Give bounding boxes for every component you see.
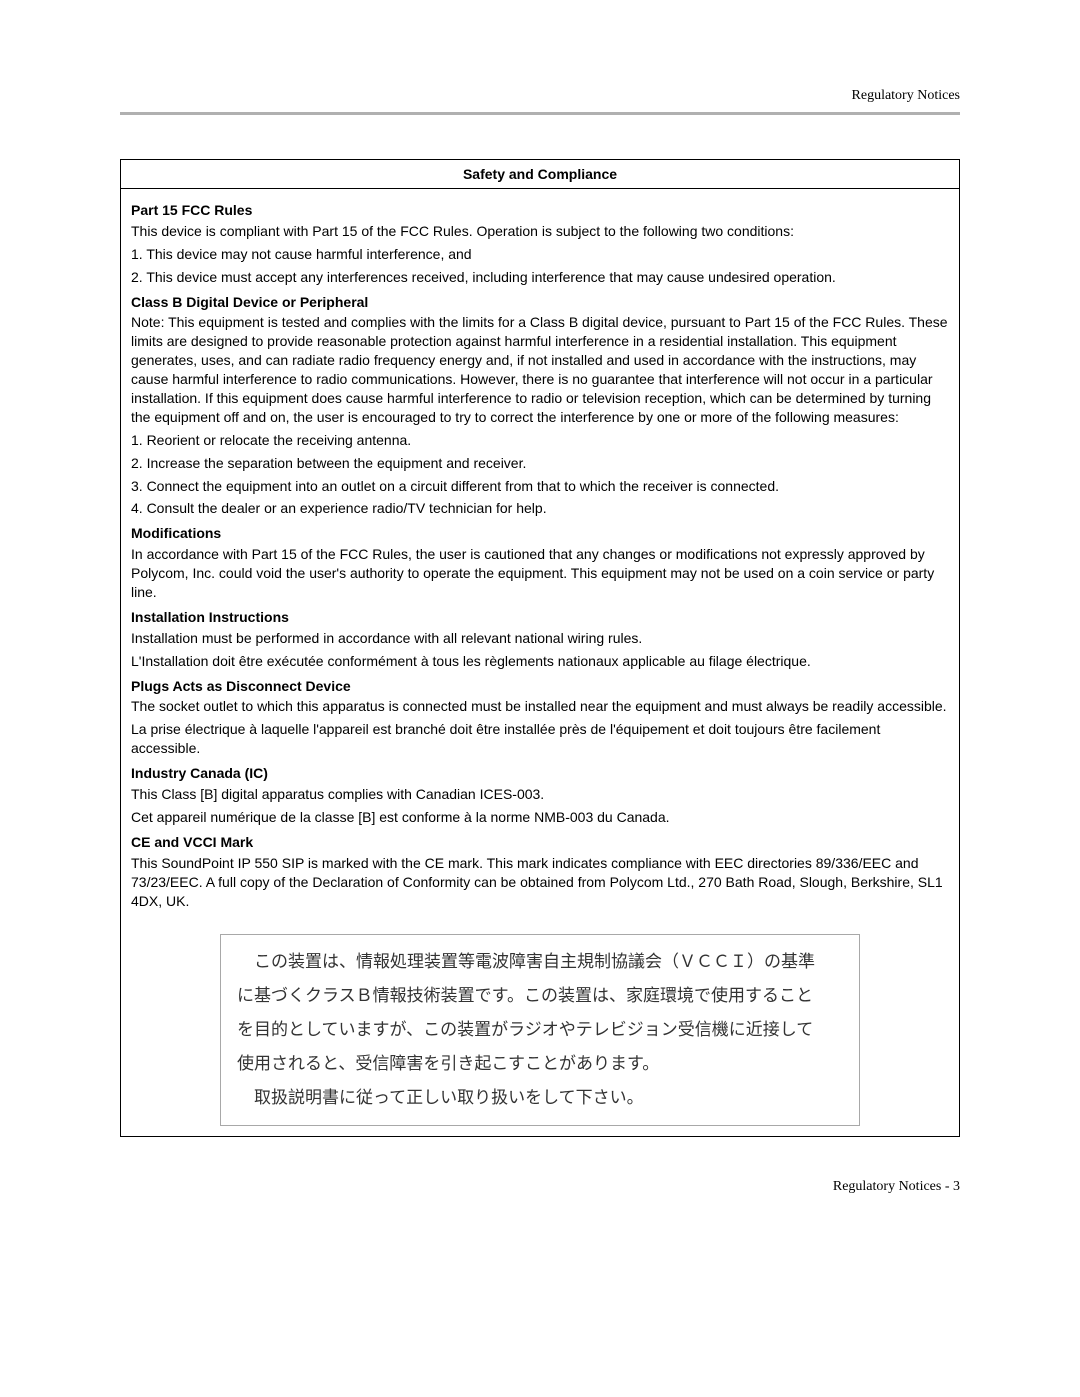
list-item: 4. Consult the dealer or an experience r… [131,499,949,518]
jp-line: 使用されると、受信障害を引き起こすことがあります。 [237,1047,843,1081]
section-heading-industry-canada: Industry Canada (IC) [131,764,949,783]
jp-line: この装置は、情報処理装置等電波障害自主規制協議会（ＶＣＣＩ）の基準 [237,945,843,979]
footer-text: Regulatory Notices - 3 [833,1179,960,1194]
header-text: Regulatory Notices [852,88,960,103]
box-title: Safety and Compliance [121,160,959,189]
section-para: L'Installation doit être exécutée confor… [131,652,949,671]
list-item: 1. Reorient or relocate the receiving an… [131,431,949,450]
vcci-japanese-notice: この装置は、情報処理装置等電波障害自主規制協議会（ＶＣＣＩ）の基準 に基づくクラ… [220,934,860,1126]
section-para: This SoundPoint IP 550 SIP is marked wit… [131,854,949,911]
section-para: This Class [B] digital apparatus complie… [131,785,949,804]
section-para: This device is compliant with Part 15 of… [131,222,949,241]
section-para: Cet appareil numérique de la classe [B] … [131,808,949,827]
jp-line: に基づくクラスＢ情報技術装置です。この装置は、家庭環境で使用すること [237,979,843,1013]
section-para: Note: This equipment is tested and compl… [131,313,949,426]
section-heading-modifications: Modifications [131,524,949,543]
safety-compliance-box: Safety and Compliance Part 15 FCC Rules … [120,159,960,1137]
section-para: Installation must be performed in accord… [131,629,949,648]
page-header: Regulatory Notices [120,88,960,115]
jp-line: 取扱説明書に従って正しい取り扱いをして下さい。 [237,1081,843,1115]
section-heading-ce-vcci: CE and VCCI Mark [131,833,949,852]
section-para: The socket outlet to which this apparatu… [131,697,949,716]
list-item: 2. This device must accept any interfere… [131,268,949,287]
list-item: 3. Connect the equipment into an outlet … [131,477,949,496]
document-page: Regulatory Notices Safety and Compliance… [0,0,1080,1255]
section-para: In accordance with Part 15 of the FCC Ru… [131,545,949,602]
section-heading-class-b: Class B Digital Device or Peripheral [131,293,949,312]
section-heading-fcc: Part 15 FCC Rules [131,201,949,220]
section-heading-installation: Installation Instructions [131,608,949,627]
list-item: 1. This device may not cause harmful int… [131,245,949,264]
list-item: 2. Increase the separation between the e… [131,454,949,473]
page-footer: Regulatory Notices - 3 [120,1179,960,1195]
box-body: Part 15 FCC Rules This device is complia… [121,189,959,1136]
section-heading-plugs: Plugs Acts as Disconnect Device [131,677,949,696]
jp-line: を目的としていますが、この装置がラジオやテレビジョン受信機に近接して [237,1013,843,1047]
section-para: La prise électrique à laquelle l'apparei… [131,720,949,758]
